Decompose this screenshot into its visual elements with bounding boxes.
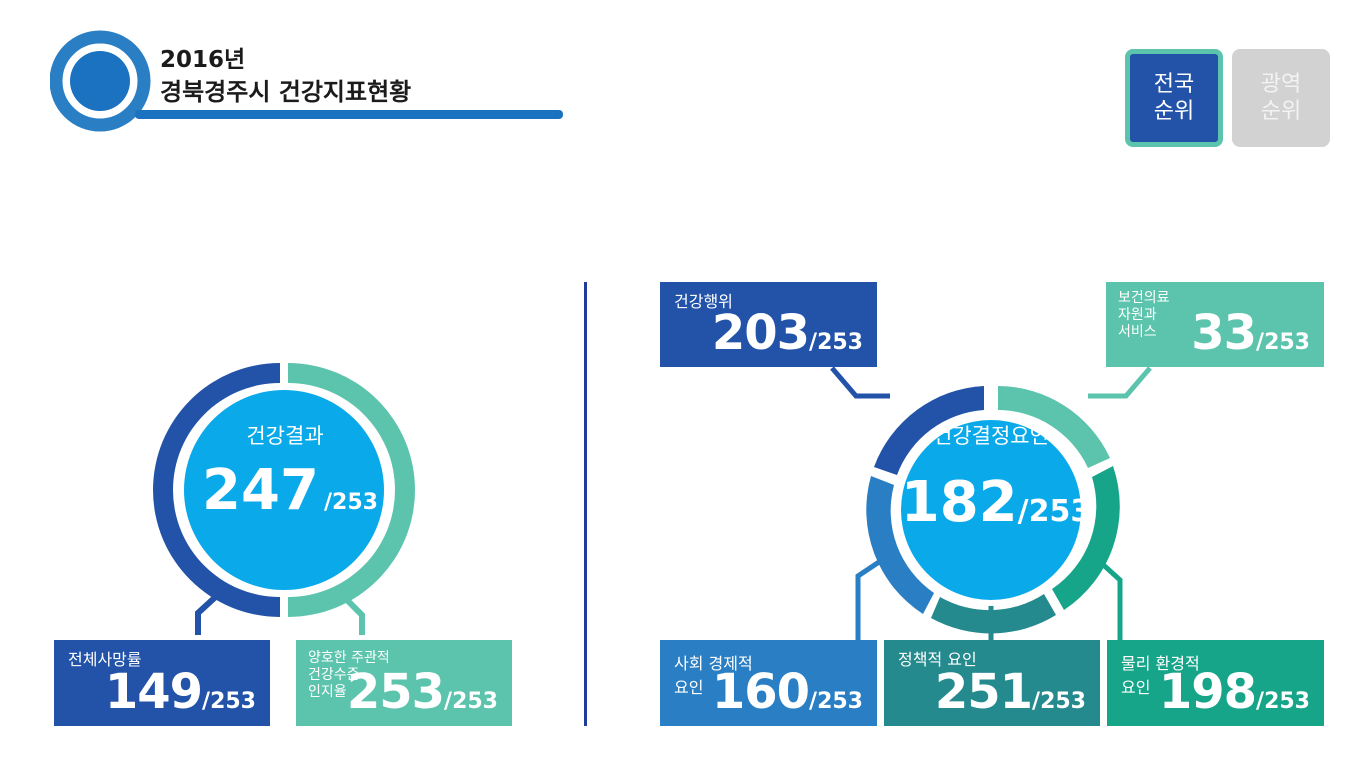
health-determinants-label: 건강결정요인 bbox=[933, 424, 1049, 448]
health-outcome-total: /253 bbox=[324, 490, 378, 515]
physical-environment-box[interactable]: 물리 환경적 요인 198/253 bbox=[1107, 640, 1324, 726]
health-outcome-value: 247 /253 bbox=[195, 458, 385, 523]
physical-environment-total: /253 bbox=[1256, 689, 1310, 714]
health-outcome-ring bbox=[153, 363, 415, 635]
policy-factors-rank: 251 bbox=[934, 664, 1033, 720]
healthcare-resources-box[interactable]: 보건의료 자원과 서비스 33/253 bbox=[1106, 282, 1324, 367]
regional-rank-label-line2: 순위 bbox=[1260, 99, 1302, 124]
section-divider bbox=[584, 282, 587, 726]
socioeconomic-value: 160/253 bbox=[712, 664, 863, 720]
healthcare-resources-value: 33/253 bbox=[1191, 305, 1310, 361]
physical-environment-label-line1: 물리 환경적 bbox=[1121, 654, 1200, 673]
health-determinants-ring bbox=[830, 366, 1152, 640]
physical-environment-value: 198/253 bbox=[1159, 664, 1310, 720]
socioeconomic-rank: 160 bbox=[711, 664, 810, 720]
regional-rank-button[interactable]: 광역 순위 bbox=[1232, 49, 1330, 147]
self-rated-health-total: /253 bbox=[444, 689, 498, 714]
mortality-rate-box[interactable]: 전체사망률 149/253 bbox=[54, 640, 270, 726]
self-rated-health-label-line3: 인지율 bbox=[308, 684, 347, 700]
page-title: 경북경주시 건강지표현황 bbox=[160, 78, 412, 106]
healthcare-resources-label-line2: 자원과 bbox=[1118, 307, 1157, 323]
health-behavior-box[interactable]: 건강행위 203/253 bbox=[660, 282, 877, 367]
mortality-rate-total: /253 bbox=[202, 689, 256, 714]
health-outcome-label: 건강결과 bbox=[246, 424, 324, 448]
health-behavior-total: /253 bbox=[809, 330, 863, 355]
healthcare-resources-label-line1: 보건의료 bbox=[1118, 290, 1170, 306]
regional-rank-label-line1: 광역 bbox=[1260, 72, 1302, 97]
physical-environment-label-line2: 요인 bbox=[1121, 678, 1151, 697]
health-behavior-value: 203/253 bbox=[712, 305, 863, 361]
self-rated-health-rank: 253 bbox=[346, 664, 445, 720]
self-rated-health-value: 253/253 bbox=[347, 664, 498, 720]
policy-factors-total: /253 bbox=[1032, 689, 1086, 714]
socioeconomic-factors-box[interactable]: 사회 경제적 요인 160/253 bbox=[660, 640, 877, 726]
policy-factors-box[interactable]: 정책적 요인 251/253 bbox=[884, 640, 1100, 726]
national-rank-label-line1: 전국 bbox=[1153, 72, 1195, 97]
health-determinants-total: /253 bbox=[1017, 494, 1092, 529]
healthcare-resources-total: /253 bbox=[1256, 330, 1310, 355]
header-year: 2016년 bbox=[160, 47, 246, 73]
health-behavior-rank: 203 bbox=[711, 305, 810, 361]
self-rated-health-label-line1: 양호한 주관적 bbox=[308, 650, 390, 666]
health-determinants-rank: 182 bbox=[900, 470, 1018, 535]
physical-environment-rank: 198 bbox=[1158, 664, 1257, 720]
mortality-rate-rank: 149 bbox=[104, 664, 203, 720]
socioeconomic-label-line1: 사회 경제적 bbox=[674, 654, 753, 673]
national-rank-button[interactable]: 전국 순위 bbox=[1125, 49, 1223, 147]
policy-factors-value: 251/253 bbox=[935, 664, 1086, 720]
socioeconomic-total: /253 bbox=[809, 689, 863, 714]
self-rated-health-label-line2: 건강수준 bbox=[308, 667, 360, 683]
mortality-rate-label: 전체사망률 bbox=[68, 650, 142, 669]
socioeconomic-label-line2: 요인 bbox=[674, 678, 704, 697]
health-behavior-label: 건강행위 bbox=[674, 292, 733, 311]
self-rated-health-box[interactable]: 양호한 주관적 건강수준 인지율 253/253 bbox=[296, 640, 512, 726]
health-determinants-value: 182/253 bbox=[896, 470, 1096, 535]
healthcare-resources-label-line3: 서비스 bbox=[1118, 324, 1157, 340]
policy-factors-label: 정책적 요인 bbox=[898, 650, 977, 669]
header-logo-graphic bbox=[50, 30, 563, 132]
national-rank-label-line2: 순위 bbox=[1153, 99, 1195, 124]
health-outcome-rank: 247 bbox=[202, 458, 319, 523]
mortality-rate-value: 149/253 bbox=[105, 664, 256, 720]
healthcare-resources-rank: 33 bbox=[1191, 305, 1257, 361]
